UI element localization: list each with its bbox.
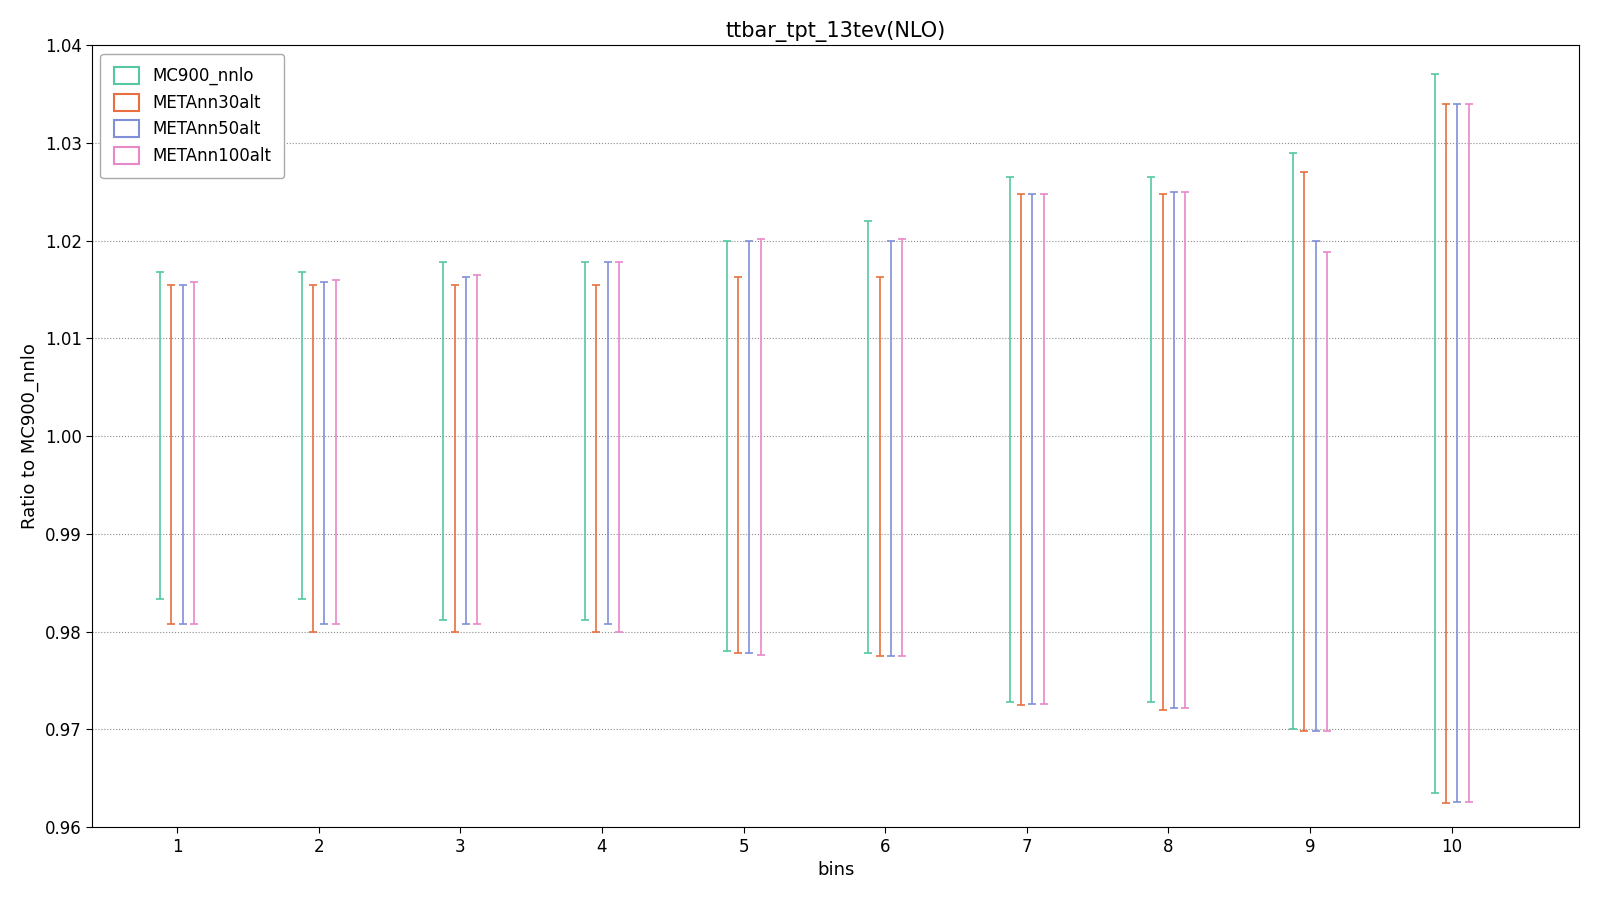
- Legend: MC900_nnlo, METAnn30alt, METAnn50alt, METAnn100alt: MC900_nnlo, METAnn30alt, METAnn50alt, ME…: [101, 53, 285, 178]
- Title: ttbar_tpt_13tev(NLO): ttbar_tpt_13tev(NLO): [725, 21, 946, 41]
- X-axis label: bins: bins: [818, 861, 854, 879]
- Y-axis label: Ratio to MC900_nnlo: Ratio to MC900_nnlo: [21, 343, 38, 529]
